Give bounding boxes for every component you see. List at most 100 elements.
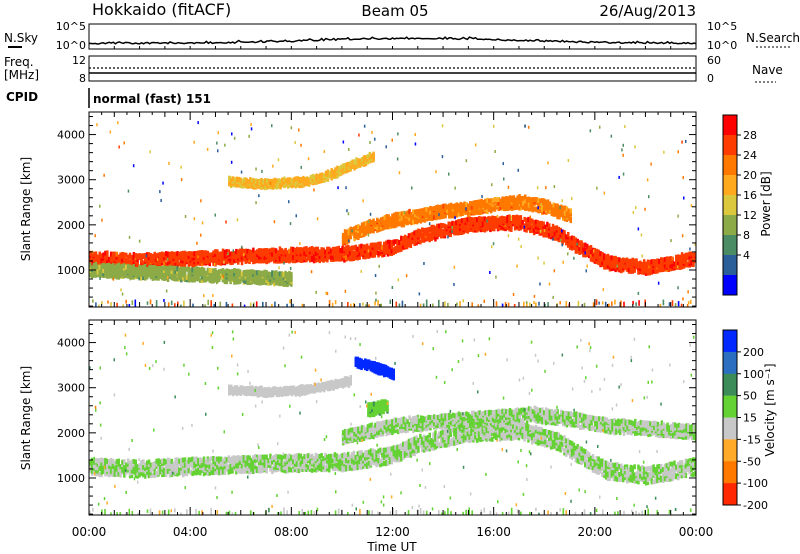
echo-cell	[654, 259, 657, 265]
echo-cell	[89, 463, 92, 469]
echo-cell	[470, 426, 473, 432]
echo-cell	[98, 461, 101, 467]
echo-cell	[155, 271, 158, 277]
echo-cell	[197, 461, 200, 466]
echo-cell	[121, 263, 124, 269]
echo-cell	[483, 299, 486, 303]
echo-cell	[477, 434, 481, 440]
echo-cell	[409, 449, 413, 455]
echo-cell	[350, 465, 354, 471]
echo-cell	[367, 249, 370, 253]
echo-cell	[441, 229, 445, 235]
echo-cell	[640, 233, 643, 237]
echo-cell	[426, 440, 430, 446]
echo-cell	[231, 268, 234, 274]
echo-cell	[366, 228, 370, 234]
echo-cell	[136, 467, 139, 473]
echo-cell	[441, 155, 444, 159]
echo-cell	[221, 277, 225, 283]
echo-cell	[239, 177, 242, 183]
echo-cell	[140, 258, 143, 264]
echo-cell	[409, 232, 413, 238]
echo-cell	[181, 461, 185, 467]
echo-cell	[365, 457, 369, 463]
echo-cell	[506, 221, 509, 227]
echo-cell	[582, 250, 585, 256]
echo-cell	[145, 254, 148, 258]
echo-cell	[365, 243, 369, 249]
echo-cell	[210, 272, 213, 277]
echo-cell	[240, 170, 243, 174]
echo-cell	[624, 125, 626, 129]
echo-cell	[379, 447, 382, 453]
echo-cell	[219, 301, 222, 307]
echo-cell	[419, 437, 422, 443]
echo-cell	[360, 269, 362, 273]
echo-cell	[681, 234, 684, 238]
echo-cell	[101, 301, 103, 305]
echo-cell	[398, 444, 401, 450]
echo-cell	[510, 221, 513, 227]
echo-cell	[128, 252, 132, 258]
echo-cell	[301, 253, 304, 259]
echo-cell	[254, 467, 257, 473]
echo-cell	[428, 226, 431, 232]
echo-cell	[144, 466, 147, 471]
echo-cell	[453, 440, 456, 446]
echo-cell	[405, 240, 409, 246]
echo-cell	[474, 202, 478, 208]
echo-cell	[239, 181, 242, 187]
echo-cell	[283, 176, 286, 182]
echo-cell	[488, 202, 491, 208]
echo-cell	[204, 470, 208, 476]
echo-cell	[444, 203, 447, 209]
echo-cell	[501, 203, 504, 209]
echo-cell	[451, 220, 454, 226]
echo-cell	[623, 261, 627, 267]
echo-cell	[100, 253, 103, 259]
echo-cell	[276, 254, 280, 260]
echo-cell	[608, 258, 612, 264]
echo-cell	[367, 449, 371, 455]
echo-cell	[472, 435, 475, 441]
echo-cell	[100, 461, 103, 467]
echo-cell	[400, 443, 403, 449]
echo-cell	[392, 239, 395, 245]
echo-cell	[648, 265, 650, 269]
echo-cell	[385, 145, 387, 149]
echo-cell	[244, 460, 247, 466]
echo-cell	[263, 462, 266, 468]
echo-cell	[646, 270, 650, 276]
echo-cell	[261, 277, 265, 283]
echo-cell	[426, 435, 430, 440]
echo-cell	[648, 262, 652, 268]
echo-cell	[230, 177, 233, 183]
echo-cell	[484, 198, 487, 204]
echo-cell	[265, 259, 268, 265]
echo-cell	[372, 228, 375, 234]
echo-cell	[571, 197, 573, 201]
echo-cell	[634, 145, 636, 149]
echo-cell	[333, 452, 337, 458]
echo-cell	[312, 462, 316, 468]
echo-cell	[439, 430, 443, 436]
echo-cell	[322, 251, 325, 257]
echo-cell	[269, 271, 272, 277]
echo-cell	[229, 251, 232, 257]
echo-cell	[350, 256, 354, 262]
echo-cell	[568, 236, 572, 242]
echo-cell	[238, 455, 242, 461]
echo-cell	[305, 249, 308, 255]
echo-cell	[259, 248, 263, 254]
echo-cell	[320, 247, 323, 253]
echo-cell	[328, 299, 331, 306]
echo-cell	[677, 301, 680, 307]
echo-cell	[483, 216, 486, 222]
echo-cell	[243, 180, 246, 185]
echo-cell	[195, 274, 198, 280]
echo-cell	[587, 253, 591, 259]
echo-cell	[391, 138, 393, 142]
echo-cell	[541, 198, 544, 203]
echo-cell	[347, 236, 351, 242]
